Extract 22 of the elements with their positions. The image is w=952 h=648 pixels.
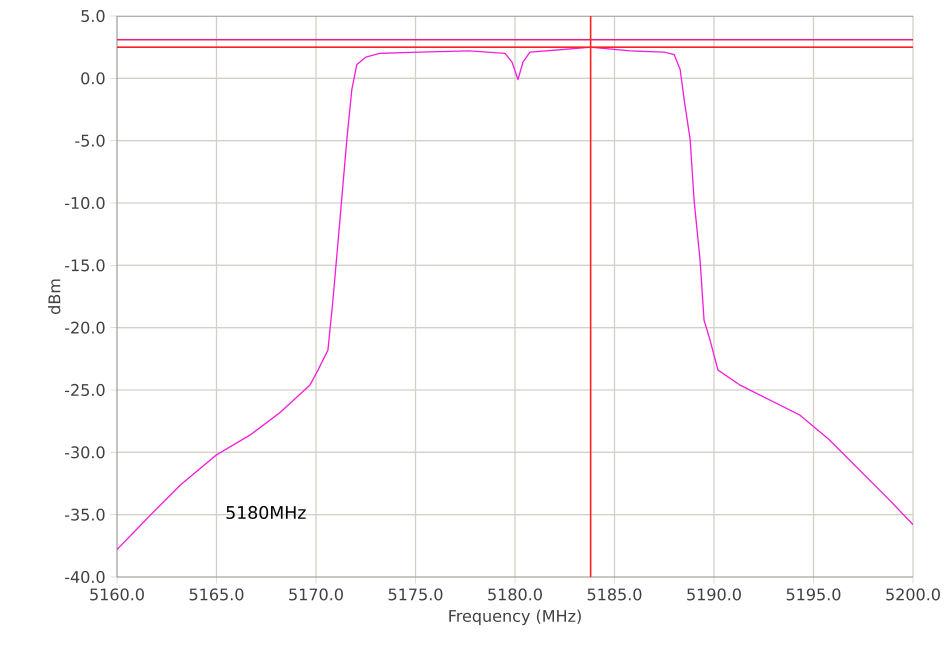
y-axis-title: dBm [48,279,60,314]
y-tick-label: -35.0 [65,508,105,521]
x-tick-label: 5185.0 [588,588,642,600]
x-tick-label: 5195.0 [786,588,840,600]
x-tick-label: 5175.0 [388,588,442,600]
y-tick-label: 0.0 [81,72,105,84]
y-tick-label: -30.0 [65,446,105,458]
y-tick-label: -10.0 [65,196,105,210]
y-tick-label: -25.0 [65,384,105,396]
x-tick-label: 5180.0 [488,588,542,600]
x-tick-label: 5160.0 [90,588,144,600]
y-tick-label: -40.0 [65,570,105,584]
y-tick-label: -5.0 [75,134,105,147]
x-tick-label: 5170.0 [289,588,343,600]
y-tick-label: -20.0 [65,322,105,334]
y-tick-label: 5.0 [81,10,105,22]
x-tick-label: 5200.0 [886,588,940,600]
y-tick-label: -15.0 [65,259,105,272]
x-tick-label: 5190.0 [687,588,741,600]
x-tick-label: 5165.0 [190,588,244,600]
x-axis-title: Frequency (MHz) [449,610,581,626]
annotation: 5180MHz [226,506,306,520]
